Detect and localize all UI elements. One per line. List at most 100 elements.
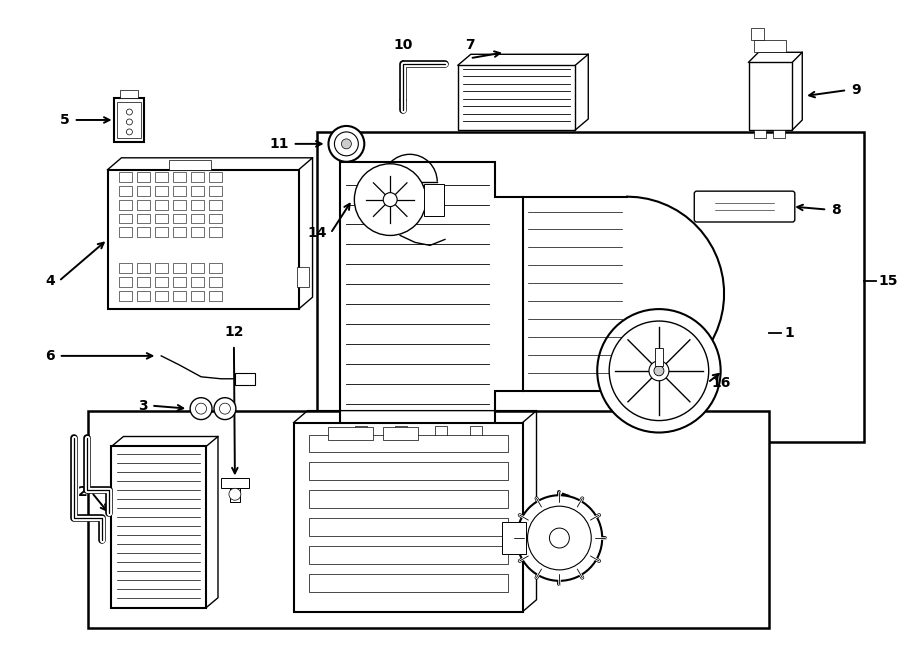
Bar	[169, 160, 211, 170]
Circle shape	[214, 398, 236, 420]
Text: 2: 2	[77, 485, 87, 499]
Bar	[121, 90, 139, 98]
Bar	[191, 263, 204, 273]
Bar	[156, 292, 168, 301]
Bar	[156, 186, 168, 196]
Bar	[309, 574, 508, 592]
Bar	[87, 410, 770, 628]
Text: 3: 3	[138, 399, 148, 412]
Bar	[120, 214, 132, 223]
Bar	[138, 200, 150, 210]
Circle shape	[649, 361, 669, 381]
Bar	[138, 277, 150, 287]
Bar	[458, 65, 575, 130]
Bar	[120, 200, 132, 210]
Bar	[173, 277, 186, 287]
Bar	[501, 522, 526, 554]
Bar	[773, 130, 786, 138]
Text: 15: 15	[879, 274, 898, 288]
Text: 9: 9	[851, 83, 860, 97]
Bar	[309, 490, 508, 508]
Text: 1: 1	[785, 326, 794, 340]
Bar	[209, 214, 222, 223]
Bar	[317, 132, 864, 442]
Circle shape	[195, 403, 206, 414]
Circle shape	[527, 506, 591, 570]
Bar	[751, 28, 764, 40]
Bar	[209, 292, 222, 301]
Polygon shape	[340, 162, 523, 426]
Bar	[293, 422, 523, 611]
Bar	[138, 172, 150, 182]
Bar	[173, 214, 186, 223]
Circle shape	[517, 495, 602, 581]
Bar	[112, 446, 206, 607]
Bar	[191, 186, 204, 196]
Bar	[435, 426, 447, 436]
Bar	[138, 186, 150, 196]
Circle shape	[220, 403, 230, 414]
Text: 7: 7	[465, 38, 474, 52]
Circle shape	[654, 366, 664, 376]
Bar	[156, 277, 168, 287]
Bar	[173, 172, 186, 182]
Bar	[754, 40, 787, 52]
Bar	[138, 227, 150, 237]
Circle shape	[335, 132, 358, 156]
Bar	[754, 130, 767, 138]
Bar	[655, 348, 663, 366]
Bar	[749, 62, 792, 130]
Text: 12: 12	[224, 325, 244, 339]
Bar	[209, 263, 222, 273]
Bar	[221, 479, 248, 488]
Bar	[209, 186, 222, 196]
Bar	[173, 200, 186, 210]
Circle shape	[126, 129, 132, 135]
Bar	[173, 263, 186, 273]
Bar	[114, 98, 144, 142]
Bar	[424, 184, 444, 215]
Bar	[209, 200, 222, 210]
Bar	[309, 434, 508, 452]
Bar	[120, 227, 132, 237]
Bar	[191, 200, 204, 210]
Circle shape	[126, 119, 132, 125]
Bar	[118, 102, 141, 138]
Text: 11: 11	[269, 137, 289, 151]
Bar	[328, 426, 374, 440]
Bar	[138, 263, 150, 273]
Bar	[120, 292, 132, 301]
Bar	[156, 263, 168, 273]
Bar	[138, 292, 150, 301]
Bar	[138, 214, 150, 223]
FancyBboxPatch shape	[694, 191, 795, 222]
Bar	[173, 186, 186, 196]
Bar	[356, 426, 367, 436]
Bar	[191, 277, 204, 287]
Circle shape	[598, 309, 721, 432]
Text: 4: 4	[45, 274, 55, 288]
Circle shape	[549, 528, 570, 548]
Bar	[395, 426, 407, 436]
Bar	[191, 214, 204, 223]
Bar	[120, 263, 132, 273]
Bar	[209, 277, 222, 287]
Bar	[107, 170, 299, 309]
Circle shape	[383, 192, 397, 207]
Text: 10: 10	[393, 38, 413, 52]
Bar	[297, 267, 309, 287]
Bar	[191, 292, 204, 301]
Bar	[235, 373, 255, 385]
Text: 6: 6	[45, 349, 55, 363]
Bar	[230, 488, 240, 502]
Bar	[470, 426, 482, 436]
Text: 5: 5	[60, 113, 69, 127]
Bar	[209, 172, 222, 182]
Bar	[120, 186, 132, 196]
Bar	[383, 426, 418, 440]
Text: 13: 13	[555, 502, 575, 516]
Bar	[156, 172, 168, 182]
Circle shape	[355, 164, 426, 235]
Bar	[191, 172, 204, 182]
Bar	[173, 292, 186, 301]
